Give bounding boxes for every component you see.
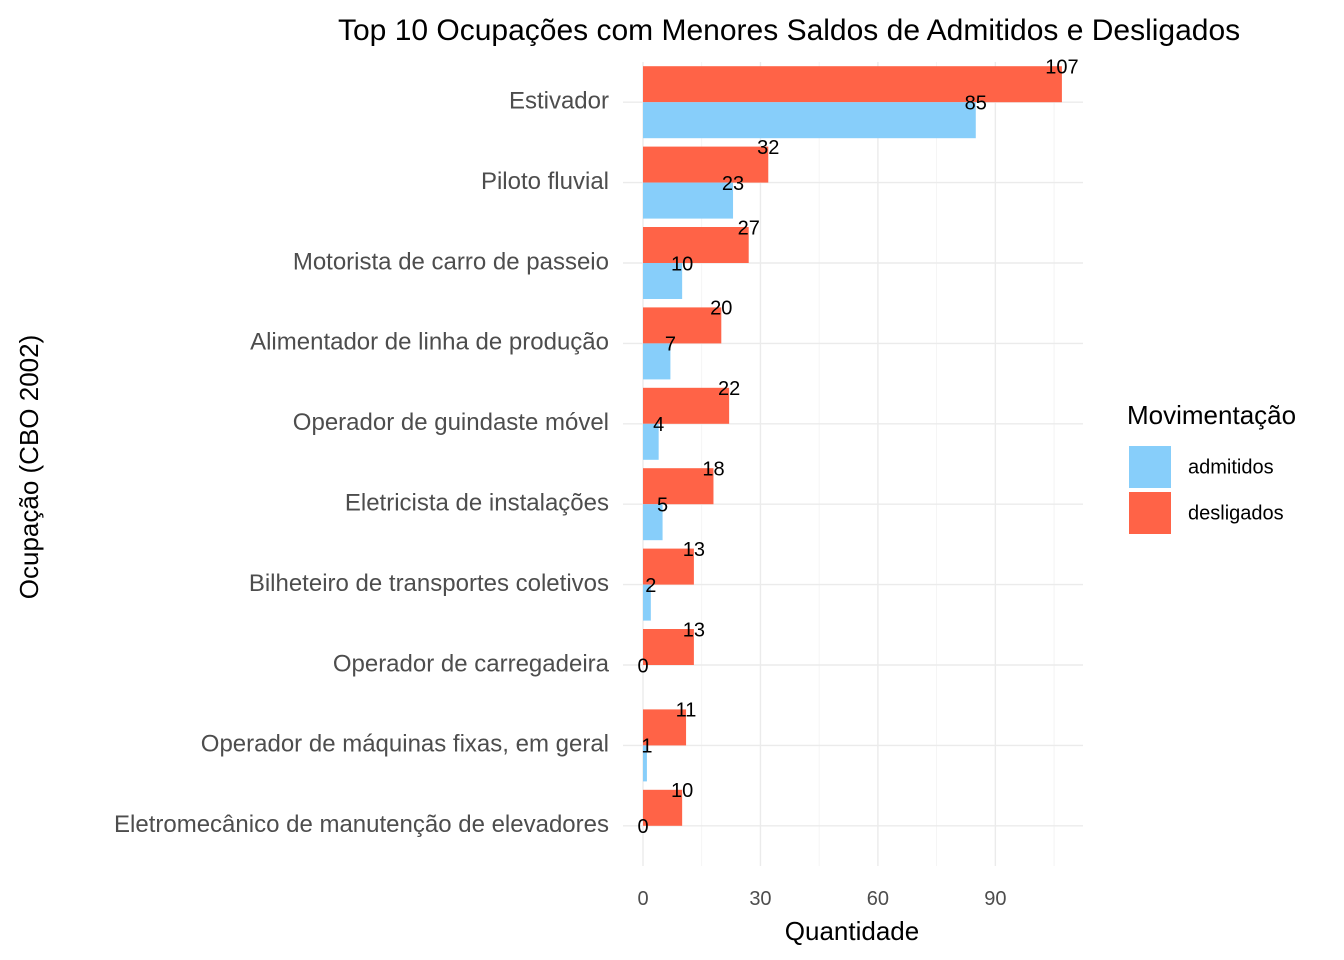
value-label-desligados: 10 xyxy=(671,780,693,802)
category-label: Piloto fluvial xyxy=(481,168,609,195)
bar-admitidos xyxy=(643,343,671,380)
x-tick-label: 30 xyxy=(749,888,771,910)
bar-desligados xyxy=(643,709,687,746)
value-label-admitidos: 2 xyxy=(645,575,656,597)
category-label: Eletricista de instalações xyxy=(345,490,609,517)
chart-title: Top 10 Ocupações com Menores Saldos de A… xyxy=(338,14,1240,47)
value-label-admitidos: 0 xyxy=(637,655,648,677)
bar-desligados xyxy=(643,548,694,585)
x-tick-label: 0 xyxy=(637,888,648,910)
value-label-admitidos: 23 xyxy=(722,173,744,195)
bar-admitidos xyxy=(643,584,651,621)
bar-admitidos xyxy=(643,102,976,139)
category-label: Motorista de carro de passeio xyxy=(293,248,609,275)
value-label-desligados: 27 xyxy=(738,217,760,239)
value-label-desligados: 11 xyxy=(676,700,697,722)
bar-admitidos xyxy=(643,263,683,299)
bar-admitidos xyxy=(643,423,659,460)
bar-admitidos xyxy=(643,745,647,782)
legend-title: Movimentação xyxy=(1127,400,1296,430)
value-label-desligados: 32 xyxy=(757,137,779,159)
value-label-admitidos: 4 xyxy=(653,414,664,436)
bar-desligados xyxy=(643,307,722,344)
category-label: Operador de carregadeira xyxy=(333,650,610,677)
legend-label-desligados: desligados xyxy=(1188,502,1284,524)
value-label-desligados: 13 xyxy=(683,539,705,561)
value-label-desligados: 13 xyxy=(683,619,705,641)
category-label: Operador de guindaste móvel xyxy=(293,409,609,436)
x-axis-title: Quantidade xyxy=(785,916,919,946)
x-tick-labels: 0 30 60 90 xyxy=(637,888,1006,910)
value-label-desligados: 18 xyxy=(702,458,724,480)
value-label-desligados: 22 xyxy=(718,378,740,400)
bar-desligados xyxy=(643,629,694,665)
bar-admitidos xyxy=(643,504,663,541)
legend: Movimentação admitidos desligados xyxy=(1127,400,1296,534)
category-label: Estivador xyxy=(509,88,609,115)
bar-desligados xyxy=(643,66,1062,103)
x-tick-label: 90 xyxy=(984,888,1006,910)
value-label-admitidos: 85 xyxy=(965,92,987,114)
category-label: Alimentador de linha de produção xyxy=(250,329,609,356)
bar-desligados xyxy=(643,789,683,826)
value-label-admitidos: 7 xyxy=(665,334,676,356)
value-label-desligados: 20 xyxy=(710,298,732,320)
category-labels: Estivador Piloto fluvial Motorista de carr… xyxy=(114,88,610,839)
bar-desligados xyxy=(643,468,714,505)
legend-key-admitidos xyxy=(1129,446,1171,488)
bar-desligados xyxy=(643,227,749,263)
bar-desligados xyxy=(643,387,730,424)
x-tick-label: 60 xyxy=(867,888,889,910)
value-label-admitidos: 5 xyxy=(657,494,668,516)
value-label-admitidos: 1 xyxy=(641,736,652,758)
bars xyxy=(643,66,1062,826)
category-label: Bilheteiro de transportes coletivos xyxy=(249,570,609,597)
category-label: Operador de máquinas fixas, em geral xyxy=(201,731,609,758)
y-axis-title: Ocupação (CBO 2002) xyxy=(14,335,44,599)
bar-admitidos xyxy=(643,182,734,219)
value-label-desligados: 107 xyxy=(1045,56,1078,78)
legend-key-desligados xyxy=(1129,492,1171,534)
value-label-admitidos: 10 xyxy=(671,253,693,275)
category-label: Eletromecânico de manutenção de elevador… xyxy=(114,811,609,838)
legend-label-admitidos: admitidos xyxy=(1188,456,1274,478)
bar-desligados xyxy=(643,146,769,183)
value-label-admitidos: 0 xyxy=(637,816,648,838)
